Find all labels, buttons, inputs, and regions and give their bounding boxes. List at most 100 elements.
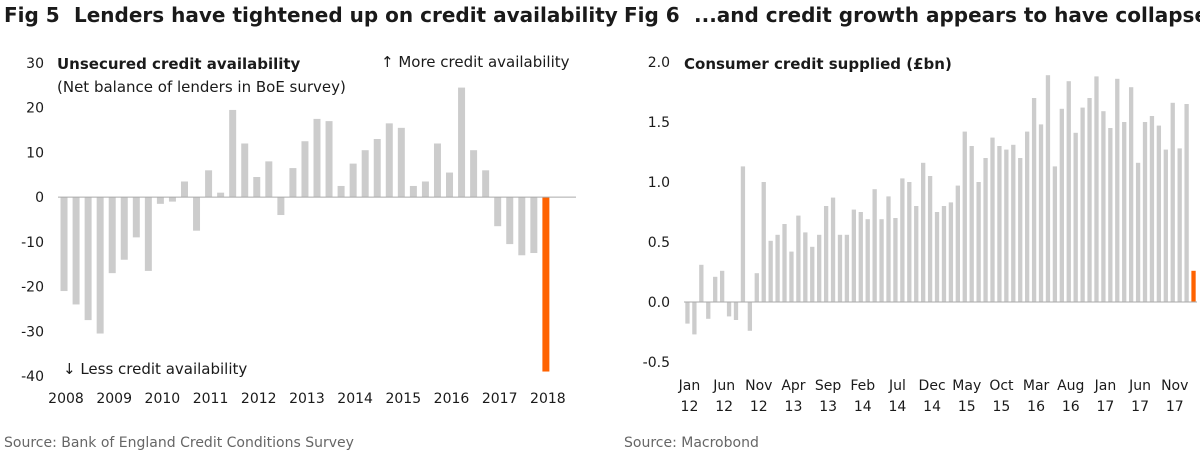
right-bar <box>782 224 787 302</box>
right-bar <box>823 206 829 302</box>
right-fig-title: ...and credit growth appears to have col… <box>694 3 1200 27</box>
right-y-tick-label: 0.5 <box>648 235 670 251</box>
right-bar <box>1170 102 1175 302</box>
left-y-tick-label: 20 <box>26 101 44 117</box>
right-bar <box>775 234 780 302</box>
left-bar <box>325 121 333 198</box>
right-x-tick-year: 12 <box>750 399 768 415</box>
right-x-tick-year: 16 <box>1062 399 1080 415</box>
right-x-tick-month: Sep <box>815 378 842 394</box>
right-bar <box>719 270 725 302</box>
right-x-tick-month: Aug <box>1057 378 1084 394</box>
right-x-tick-year: 17 <box>1096 399 1114 415</box>
left-bar <box>156 197 164 204</box>
right-y-tick-label: 1.0 <box>648 175 670 191</box>
right-bar <box>858 212 863 302</box>
right-bar-highlight <box>1191 270 1196 302</box>
right-bar <box>830 197 836 302</box>
left-bar <box>385 123 393 198</box>
left-bar <box>72 197 80 305</box>
right-bar <box>1087 98 1092 302</box>
left-bar <box>229 109 237 198</box>
right-bar <box>976 182 981 302</box>
right-bar <box>1128 87 1134 302</box>
left-bar <box>470 150 478 198</box>
right-bar <box>1142 122 1148 302</box>
left-bar <box>530 197 538 254</box>
right-bar <box>789 251 794 302</box>
right-x-tick-month: Jun <box>712 378 735 394</box>
left-x-tick-label: 2018 <box>530 391 566 407</box>
right-bar <box>1156 125 1162 302</box>
right-bar <box>1108 128 1113 302</box>
right-bar <box>1177 148 1182 302</box>
left-bar <box>409 185 417 198</box>
left-bar <box>518 197 526 256</box>
left-bar <box>361 150 369 198</box>
right-bar <box>740 166 746 302</box>
right-bar <box>990 137 995 302</box>
right-bar <box>692 302 697 335</box>
right-x-tick-month: Jan <box>678 378 701 394</box>
left-source: Source: Bank of England Credit Condition… <box>4 435 354 451</box>
right-bar <box>796 215 801 302</box>
left-bar <box>482 170 490 198</box>
left-bar <box>397 127 405 198</box>
right-bar <box>1011 144 1016 302</box>
right-y-axis: 2.0 1.5 1.0 0.5 0.0 -0.5 <box>643 55 670 371</box>
right-x-tick-year: 14 <box>854 399 872 415</box>
right-x-tick-year: 16 <box>1027 399 1045 415</box>
right-bar <box>747 302 753 331</box>
left-y-tick-label: -30 <box>21 324 44 340</box>
right-bar <box>810 246 815 302</box>
right-bar <box>1073 132 1078 302</box>
right-bar <box>1163 149 1168 302</box>
left-bar <box>494 197 502 227</box>
right-bar <box>983 158 988 302</box>
right-bar <box>1052 166 1058 302</box>
right-x-tick-month: Jan <box>1094 378 1117 394</box>
left-x-tick-label: 2009 <box>96 391 132 407</box>
left-fig-title: Lenders have tightened up on credit avai… <box>74 3 618 27</box>
right-bar <box>1135 162 1141 302</box>
right-x-tick-month: Jul <box>888 378 906 394</box>
right-bar <box>865 219 870 302</box>
left-y-axis: 30 20 10 0 -10 -20 -30 -40 <box>21 56 44 385</box>
right-bar <box>803 232 808 302</box>
right-x-tick-year: 15 <box>993 399 1011 415</box>
right-bar <box>754 273 759 302</box>
right-x-tick-month: Mar <box>1023 378 1050 394</box>
left-bar <box>60 197 68 292</box>
left-x-tick-label: 2014 <box>337 391 373 407</box>
right-x-tick-year: 14 <box>923 399 941 415</box>
right-bar <box>1115 78 1120 302</box>
right-bar <box>948 202 954 302</box>
left-x-tick-label: 2008 <box>48 391 84 407</box>
right-bar <box>851 209 856 302</box>
right-x-tick-month: Nov <box>1161 378 1188 394</box>
right-bar <box>927 176 933 302</box>
right-bar <box>1031 98 1037 302</box>
right-bar <box>685 302 690 324</box>
right-bar <box>872 189 877 302</box>
right-bar <box>733 302 739 320</box>
left-bar <box>217 192 225 198</box>
right-x-tick-month: May <box>952 378 981 394</box>
right-bar <box>713 276 718 302</box>
right-x-tick-month: Jun <box>1128 378 1151 394</box>
right-bar <box>900 178 905 302</box>
left-y-tick-label: 0 <box>35 190 44 206</box>
left-x-tick-label: 2016 <box>434 391 470 407</box>
right-bar <box>1149 116 1155 302</box>
left-bar <box>349 163 357 198</box>
right-bar <box>886 196 891 302</box>
right-bar <box>997 146 1002 302</box>
right-bar <box>699 264 704 302</box>
right-x-tick-year: 13 <box>819 399 837 415</box>
left-bar <box>96 197 104 334</box>
right-bar <box>1122 122 1127 302</box>
left-bar-highlight <box>542 197 550 372</box>
left-x-tick-label: 2012 <box>241 391 277 407</box>
right-bar <box>962 131 967 302</box>
right-bar <box>907 182 912 302</box>
